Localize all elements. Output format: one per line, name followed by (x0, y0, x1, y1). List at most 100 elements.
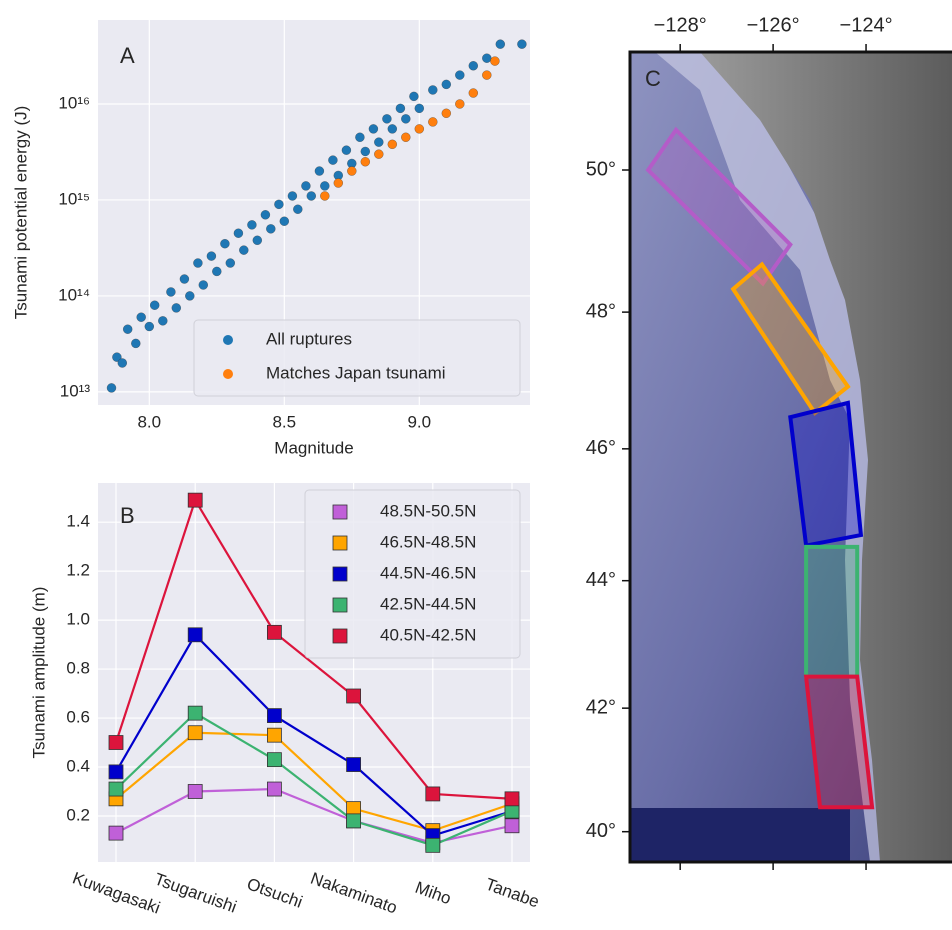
marker (505, 819, 519, 833)
point (193, 259, 202, 268)
point (401, 114, 410, 123)
x-tick-label: Nakaminato (308, 869, 400, 918)
map-area (630, 52, 952, 862)
point (107, 383, 116, 392)
point (212, 267, 221, 276)
y-tick-label: 10¹³ (60, 381, 91, 400)
x-tick-label: Kuwagasaki (70, 868, 163, 917)
legend-marker (333, 567, 347, 581)
legend-marker (333, 505, 347, 519)
marker (109, 736, 123, 750)
point (234, 229, 243, 238)
point (374, 138, 383, 147)
point (158, 316, 167, 325)
point (517, 40, 526, 49)
marker (267, 753, 281, 767)
point (253, 236, 262, 245)
point (266, 224, 275, 233)
marker (188, 784, 202, 798)
point (207, 252, 216, 261)
point (409, 92, 418, 101)
marker (347, 814, 361, 828)
point (334, 179, 343, 188)
point (320, 191, 329, 200)
x-tick-label: −126° (747, 14, 800, 36)
point (274, 200, 283, 209)
marker (267, 625, 281, 639)
panel-label: B (120, 503, 135, 528)
legend-marker (223, 369, 233, 379)
point (315, 167, 324, 176)
point (288, 191, 297, 200)
marker (109, 765, 123, 779)
legend-label: 48.5N-50.5N (380, 501, 476, 520)
point (226, 259, 235, 268)
point (428, 85, 437, 94)
legend-marker (333, 598, 347, 612)
point (239, 246, 248, 255)
x-axis-label: Magnitude (274, 438, 353, 457)
y-tick-label: 46° (586, 437, 616, 459)
point (388, 140, 397, 149)
marker (188, 628, 202, 642)
point (382, 114, 391, 123)
point (415, 104, 424, 113)
marker (347, 758, 361, 772)
legend-label: 46.5N-48.5N (380, 532, 476, 551)
point (455, 71, 464, 80)
point (361, 157, 370, 166)
point (455, 99, 464, 108)
panel-label: A (120, 43, 135, 68)
x-tick-label: Tanabe (483, 875, 542, 912)
legend-box (194, 320, 520, 396)
point (166, 287, 175, 296)
y-tick-label: 0.6 (66, 708, 90, 727)
x-tick-label: 8.5 (272, 412, 296, 431)
point (307, 191, 316, 200)
point (137, 313, 146, 322)
y-tick-label: 10¹⁴ (58, 285, 90, 304)
region (806, 547, 857, 677)
legend-marker (223, 335, 233, 345)
figure: 8.08.59.010¹³10¹⁴10¹⁵10¹⁶AMagnitudeTsuna… (0, 0, 952, 930)
point (220, 239, 229, 248)
y-tick-label: 40° (586, 820, 616, 842)
y-tick-label: 50° (586, 158, 616, 180)
point (388, 124, 397, 133)
marker (109, 826, 123, 840)
point (118, 358, 127, 367)
marker (188, 706, 202, 720)
y-tick-label: 0.4 (66, 756, 90, 775)
x-tick-label: Tsugaruishi (152, 869, 239, 916)
y-tick-label: 10¹⁵ (58, 189, 90, 208)
point (180, 275, 189, 284)
point (482, 54, 491, 63)
page: {"chart_data": [ {"type": "scatter", "an… (0, 0, 952, 930)
point (185, 291, 194, 300)
point (293, 205, 302, 214)
marker (188, 726, 202, 740)
y-tick-label: 42° (586, 696, 616, 718)
legend-marker (333, 536, 347, 550)
y-tick-label: 1.2 (66, 561, 90, 580)
point (342, 146, 351, 155)
point (469, 89, 478, 98)
point (374, 150, 383, 159)
y-tick-label: 0.8 (66, 659, 90, 678)
legend-label: Matches Japan tsunami (266, 363, 446, 382)
x-tick-label: Otsuchi (244, 874, 305, 912)
legend: 48.5N-50.5N46.5N-48.5N44.5N-46.5N42.5N-4… (305, 490, 520, 658)
marker (109, 782, 123, 796)
legend-label: All ruptures (266, 329, 352, 348)
point (199, 280, 208, 289)
point (131, 339, 140, 348)
point (280, 217, 289, 226)
deep-ocean (630, 808, 850, 862)
marker (426, 838, 440, 852)
point (361, 147, 370, 156)
x-tick-label: −124° (840, 14, 893, 36)
point (145, 322, 154, 331)
point (150, 301, 159, 310)
y-tick-label: 1.0 (66, 610, 90, 629)
legend-label: 42.5N-44.5N (380, 594, 476, 613)
